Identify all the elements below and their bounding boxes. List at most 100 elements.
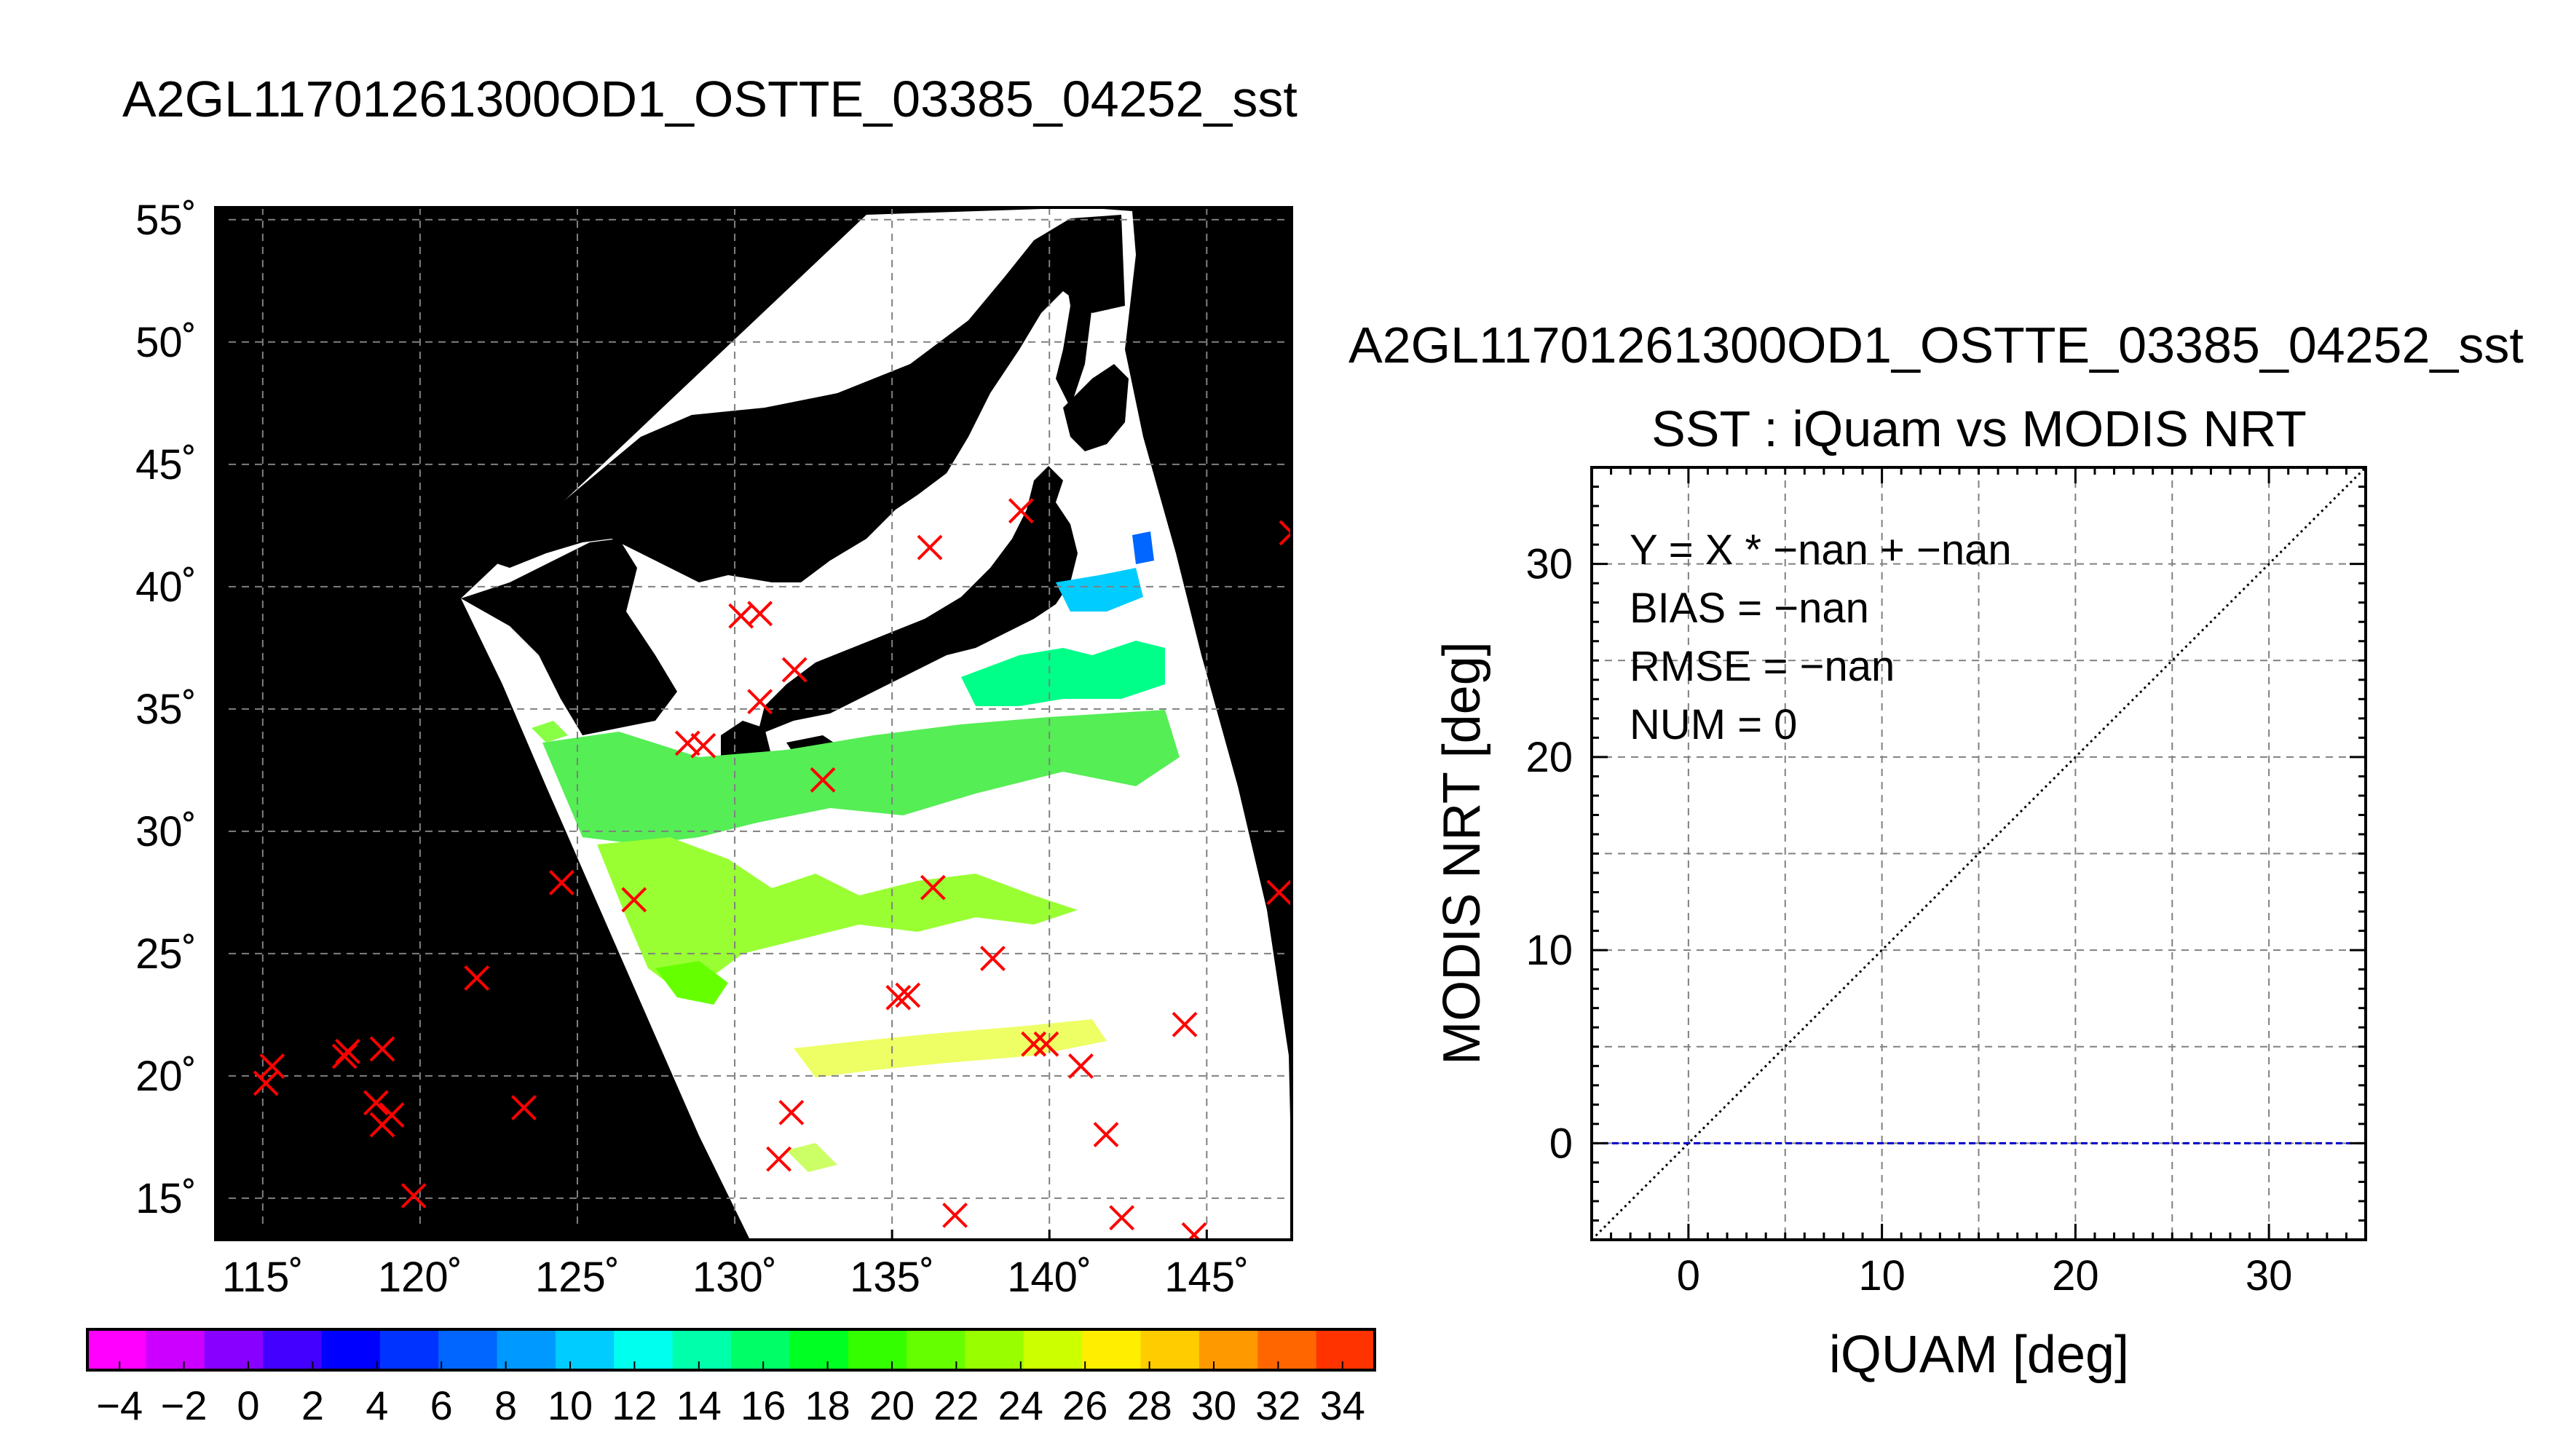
colorbar-tick-label: 32 [1255,1382,1300,1428]
scatter-x-label: iQUAM [deg] [1829,1326,2129,1384]
colorbar-tick-label: 2 [301,1382,324,1428]
colorbar-segment [1198,1329,1258,1370]
station-marker [920,874,946,901]
colorbar-segment [848,1329,907,1370]
map-y-tick-label: 15˚ [135,1175,197,1222]
station-marker [917,534,943,561]
map-x-tick-label: 140˚ [1007,1254,1091,1301]
colorbar-tick-label: −4 [96,1382,143,1428]
colorbar-tick-label: 28 [1126,1382,1172,1428]
map-x-tick-label: 130˚ [692,1254,777,1301]
colorbar-segment [789,1329,849,1370]
station-marker [369,1112,395,1138]
sst-data-pixels [532,531,1180,1172]
colorbar-tick-label: 10 [548,1382,593,1428]
map-y-tick-label: 45˚ [135,441,197,488]
colorbar-tick-label: 14 [676,1382,722,1428]
colorbar-tick-label: 20 [869,1382,915,1428]
colorbar-tick-label: 4 [366,1382,388,1428]
colorbar-tick-label: 0 [237,1382,259,1428]
fit-equation: Y = X * −nan + −nan [1630,526,2012,574]
colorbar-tick-label: 8 [494,1382,517,1428]
map-x-tick-label: 135˚ [850,1254,934,1301]
station-marker [747,601,773,627]
scatter-stats: Y = X * −nan + −nan BIAS = −nan RMSE = −… [1630,526,2012,748]
bias-stat: BIAS = −nan [1630,585,1869,632]
map-y-tick-label: 50˚ [135,319,197,366]
map-title: A2GL11701261300OD1_OSTTE_03385_04252_sst [122,71,1298,127]
land-korea-china [461,539,677,735]
colorbar-segment [555,1329,615,1370]
map-y-tick-label: 40˚ [135,563,197,611]
station-marker [369,1036,395,1062]
colorbar-segment [438,1329,498,1370]
station-marker [1279,520,1292,546]
map-y-tick-label: 20˚ [135,1053,197,1100]
scatter-x-tick-label: 20 [2052,1252,2099,1299]
map-x-axis: 115˚ 120˚ 125˚ 130˚ 135˚ 140˚ 145˚ [222,1230,1249,1301]
colorbar-tick-label: 16 [741,1382,786,1428]
map-y-tick-label: 55˚ [135,197,197,244]
colorbar-tick-label: 18 [805,1382,850,1428]
colorbar-segment [672,1329,732,1370]
scatter-y-tick-label: 10 [1525,927,1573,974]
colorbar-tick-label: 30 [1191,1382,1236,1428]
land-manchuria-russia [466,215,1125,582]
colorbar-segment [1023,1329,1083,1370]
colorbar-segment [1257,1329,1317,1370]
map-frame [214,206,1293,1241]
station-marker [778,1099,805,1125]
station-marker [1021,1031,1047,1057]
scatter-axes: 0 10 20 30 0 10 20 30 [1525,466,2367,1299]
colorbar-segment [497,1329,556,1370]
map-y-axis: 15˚ 20˚ 25˚ 30˚ 35˚ 40˚ 45˚ 50˚ 55˚ [135,197,226,1222]
colorbar-tick-label: 22 [933,1382,979,1428]
rmse-stat: RMSE = −nan [1630,643,1895,690]
colorbar-segment [87,1329,146,1370]
colorbar-tick-label: 6 [430,1382,453,1428]
map-y-tick-label: 35˚ [135,686,197,733]
map-x-tick-label: 125˚ [535,1254,620,1301]
station-marker [548,869,574,895]
colorbar-tick-label: −2 [161,1382,208,1428]
map-x-tick-label: 115˚ [222,1254,304,1301]
scatter-y-tick-label: 20 [1525,734,1573,781]
land-japan-hokkaido [1063,364,1129,451]
station-marker [980,946,1006,971]
scatter-x-tick-label: 0 [1677,1252,1700,1299]
station-marker [1033,1031,1059,1057]
map-markers [253,498,1292,1240]
station-marker [363,1090,389,1116]
scatter-y-label: MODIS NRT [deg] [1433,641,1491,1065]
station-marker [1266,879,1292,906]
colorbar-segment [965,1329,1024,1370]
map-x-tick-label: 120˚ [378,1254,462,1301]
colorbar-segment [731,1329,790,1370]
station-marker [810,767,836,793]
station-marker [1068,1053,1094,1079]
colorbar-tick-label: 24 [998,1382,1043,1428]
station-marker [1181,1222,1207,1240]
station-marker [511,1095,537,1120]
station-marker [253,1070,279,1096]
scatter-x-tick-label: 30 [2246,1252,2293,1299]
map-panel: 115˚ 120˚ 125˚ 130˚ 135˚ 140˚ 145˚ 15˚ 20˚ 25˚ 30… [135,197,1293,1301]
colorbar-frame [86,1328,1376,1372]
station-marker [690,732,716,759]
scatter-x-tick-label: 10 [1858,1252,1906,1299]
station-marker [621,887,647,913]
station-marker [331,1043,358,1069]
station-marker [1172,1011,1198,1037]
land-japan-honshu [757,466,1078,735]
colorbar-segment [614,1329,674,1370]
station-marker [1008,498,1034,524]
station-marker [766,1146,791,1172]
colorbar-segment [146,1329,205,1370]
colorbar-segment [1140,1329,1200,1370]
station-marker [400,1183,427,1208]
colorbar-segment [379,1329,439,1370]
scatter-panel: 0 10 20 30 0 10 20 30 Y = X * −nan + −nan BIAS … [1433,466,2367,1384]
scatter-y-tick-label: 0 [1549,1120,1573,1167]
num-stat: NUM = 0 [1630,701,1797,748]
